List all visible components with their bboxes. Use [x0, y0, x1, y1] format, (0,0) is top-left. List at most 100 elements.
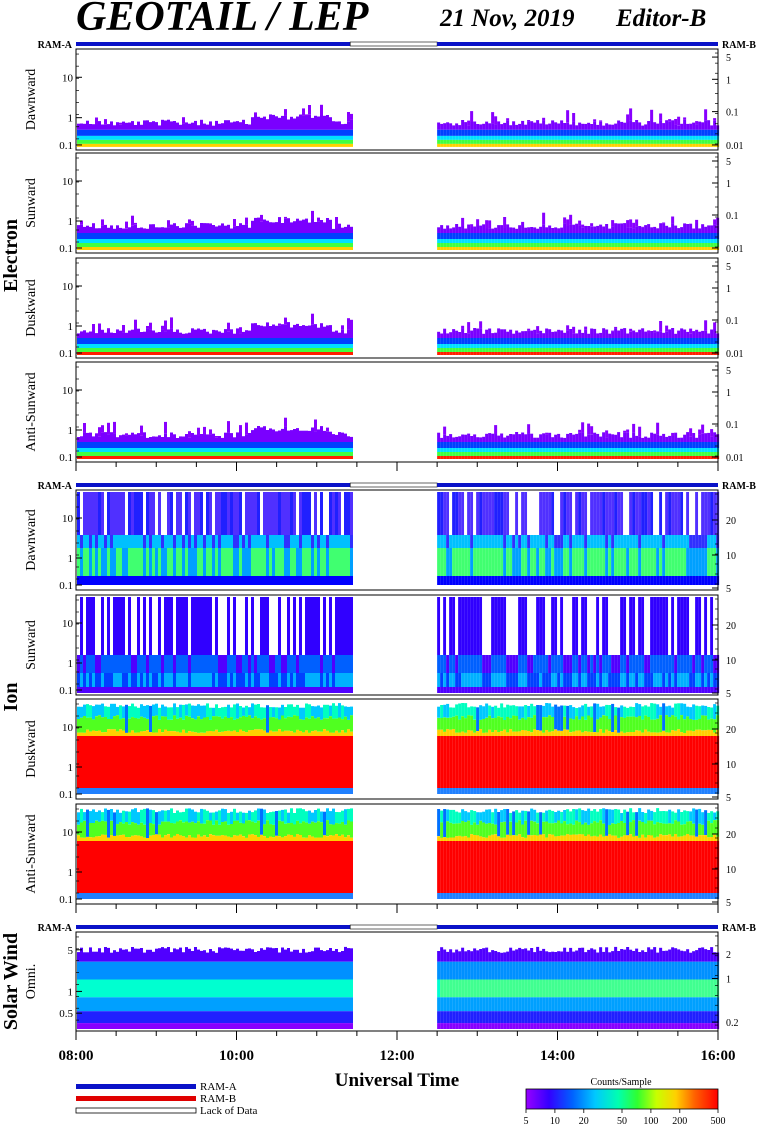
spectrogram-panel: 10 1 0.1 5 1 0.1 0.01 Dawnward [24, 48, 744, 152]
y-tick-label: 10 [62, 722, 74, 734]
y-tick-label: 1 [68, 986, 74, 998]
y2-tick-label: 0.1 [726, 420, 739, 431]
spectrogram-panel: 10 1 0.1 20 10 5 Duskward [24, 698, 736, 804]
panel-label: Anti-Sunward [24, 814, 39, 893]
panel-label: Omni. [24, 964, 39, 999]
x-tick-label: 16:00 [701, 1048, 736, 1064]
colorbar-tick-label: 10 [550, 1116, 560, 1127]
y2-tick-label: 5 [726, 689, 731, 700]
y2-tick-label: 10 [726, 865, 736, 876]
y-tick-label: 1 [68, 658, 74, 670]
ram-segment [76, 42, 351, 46]
ram-segment [76, 925, 351, 929]
ram-a-label: RAM-A [38, 481, 73, 492]
y2-tick-label: 1 [726, 388, 731, 399]
y-tick-label: 0.1 [59, 452, 73, 464]
chart-editor: Editor-B [615, 5, 706, 32]
ram-status-bar: RAM-A RAM-B [38, 481, 757, 492]
y2-tick-label: 0.01 [726, 349, 744, 360]
spectrogram-panel: 10 1 0.1 20 10 5 Sunward [24, 594, 736, 700]
y-tick-label: 10 [62, 72, 74, 84]
colorbar-tick-label: 100 [643, 1116, 658, 1127]
ram-legend: RAM-A RAM-B Lack of Data [75, 1081, 258, 1117]
x-axis-title: Universal Time [335, 1070, 459, 1091]
group-label: Solar Wind [0, 933, 22, 1030]
y2-tick-label: 0.01 [726, 141, 744, 152]
panel-label: Dawnward [24, 69, 39, 130]
chart-date: 21 Nov, 2019 [439, 5, 575, 32]
panel-label: Dawnward [24, 509, 39, 570]
y-tick-label: 5 [68, 945, 74, 957]
colorbar-gradient [525, 1088, 719, 1110]
group-labels-layer: Electron Ion Solar Wind [0, 219, 22, 1030]
y-tick-label: 0.1 [59, 789, 73, 801]
y2-tick-label: 20 [726, 725, 736, 736]
colorbar-tick-label: 5 [524, 1116, 529, 1127]
x-tick-label: 08:00 [59, 1048, 94, 1064]
y-tick-label: 10 [62, 385, 74, 397]
ram-segment [349, 482, 438, 488]
colorbar-ticks: 5 10 20 50 100 200 500 [524, 1109, 726, 1127]
ram-segment [349, 924, 438, 930]
spectrogram-panel: 10 1 0.1 5 1 0.1 0.01 Anti-Sunward [24, 361, 744, 464]
y2-tick-label: 10 [726, 656, 736, 667]
y-tick-label: 0.1 [59, 140, 73, 152]
panel-label: Sunward [24, 178, 39, 228]
legend-label-lack: Lack of Data [200, 1105, 258, 1117]
colorbar-tick-label: 20 [579, 1116, 589, 1127]
legend-label-ram-a: RAM-A [200, 1081, 237, 1093]
y-tick-label: 1 [68, 867, 74, 879]
panel-label: Sunward [24, 620, 39, 670]
spectrogram-panel: 10 1 0.1 20 10 5 Dawnward [24, 489, 736, 595]
y-tick-label: 0.1 [59, 243, 73, 255]
ram-b-label: RAM-B [722, 40, 756, 51]
y-tick-label: 0.1 [59, 894, 73, 906]
legend-swatch-ram-b [76, 1096, 196, 1101]
y2-tick-label: 0.1 [726, 211, 739, 222]
y2-tick-label: 0.1 [726, 316, 739, 327]
y2-tick-label: 20 [726, 516, 736, 527]
y2-tick-label: 1 [726, 179, 731, 190]
y2-tick-label: 20 [726, 830, 736, 841]
spectrogram-panel: 5 1 0.5 2 1 0.2 Omni. [24, 931, 739, 1032]
y2-tick-label: 5 [726, 793, 731, 804]
colorbar-tick-label: 200 [672, 1116, 687, 1127]
y2-tick-label: 1 [726, 284, 731, 295]
y-tick-label: 1 [68, 216, 74, 228]
ram-segment [349, 41, 438, 47]
y-tick-label: 1 [68, 113, 74, 125]
y-tick-label: 10 [62, 827, 74, 839]
colorbar-tick-label: 50 [617, 1116, 627, 1127]
y2-tick-label: 1 [726, 975, 731, 986]
y-tick-label: 10 [62, 176, 74, 188]
ram-segment [437, 925, 718, 929]
ram-segment [437, 42, 718, 46]
x-tick-label: 14:00 [540, 1048, 575, 1064]
y2-tick-label: 5 [726, 157, 731, 168]
spectrogram-panel: 10 1 0.1 5 1 0.1 0.01 Duskward [24, 257, 744, 360]
y2-tick-label: 5 [726, 898, 731, 909]
y-tick-label: 0.1 [59, 580, 73, 592]
y-tick-label: 1 [68, 553, 74, 565]
colorbar: Counts/Sample 5 10 20 50 100 200 500 [524, 1077, 726, 1127]
y2-tick-label: 1 [726, 75, 731, 86]
panel-label: Duskward [24, 279, 39, 337]
ram-status-bar: RAM-A RAM-B [38, 40, 757, 51]
y2-tick-label: 5 [726, 366, 731, 377]
ram-b-label: RAM-B [722, 923, 756, 934]
ram-segment [76, 483, 351, 487]
y-tick-label: 1 [68, 425, 74, 437]
y-tick-label: 1 [68, 762, 74, 774]
y2-tick-label: 10 [726, 760, 736, 771]
colorbar-title: Counts/Sample [590, 1077, 652, 1088]
x-tick-label: 10:00 [219, 1048, 254, 1064]
y2-tick-label: 0.01 [726, 244, 744, 255]
y-tick-label: 0.1 [59, 685, 73, 697]
y-tick-label: 10 [62, 618, 74, 630]
y2-tick-label: 5 [726, 53, 731, 64]
panel-label: Duskward [24, 720, 39, 778]
y2-tick-label: 0.2 [726, 1018, 739, 1029]
x-tick-label: 12:00 [380, 1048, 415, 1064]
y-tick-label: 1 [68, 321, 74, 333]
